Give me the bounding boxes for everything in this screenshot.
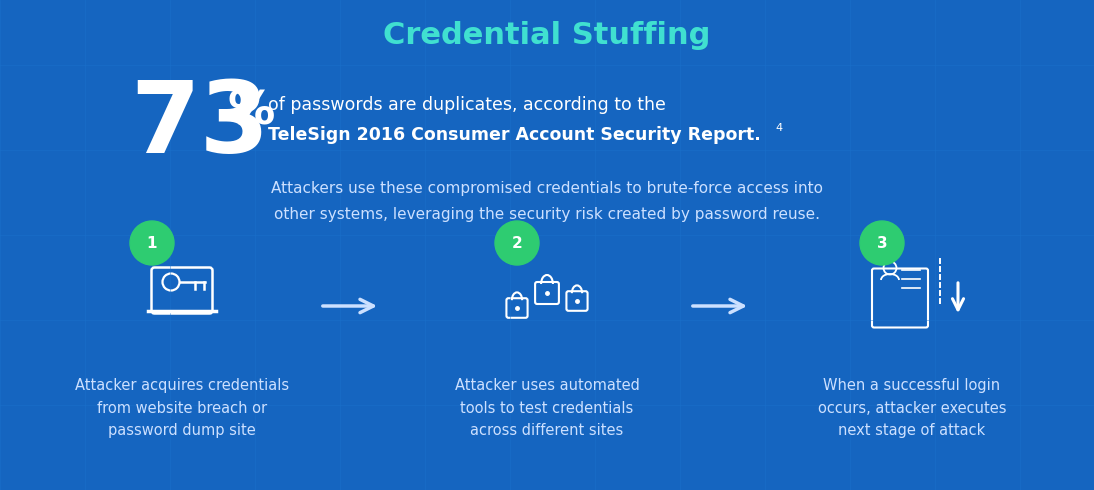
Circle shape bbox=[860, 221, 904, 265]
Text: TeleSign 2016 Consumer Account Security Report.: TeleSign 2016 Consumer Account Security … bbox=[268, 126, 760, 144]
Text: 3: 3 bbox=[876, 236, 887, 250]
Text: %: % bbox=[228, 90, 276, 134]
Text: When a successful login
occurs, attacker executes
next stage of attack: When a successful login occurs, attacker… bbox=[817, 378, 1006, 438]
Text: Attacker acquires credentials
from website breach or
password dump site: Attacker acquires credentials from websi… bbox=[74, 378, 289, 438]
Circle shape bbox=[494, 221, 539, 265]
Text: 2: 2 bbox=[512, 236, 522, 250]
Text: Credential Stuffing: Credential Stuffing bbox=[383, 21, 711, 49]
Text: 73: 73 bbox=[130, 76, 269, 173]
Text: of passwords are duplicates, according to the: of passwords are duplicates, according t… bbox=[268, 96, 666, 114]
Text: Attacker uses automated
tools to test credentials
across different sites: Attacker uses automated tools to test cr… bbox=[455, 378, 639, 438]
Text: 4: 4 bbox=[775, 123, 782, 133]
Text: other systems, leveraging the security risk created by password reuse.: other systems, leveraging the security r… bbox=[274, 206, 820, 221]
Text: Attackers use these compromised credentials to brute-force access into: Attackers use these compromised credenti… bbox=[271, 180, 823, 196]
Circle shape bbox=[130, 221, 174, 265]
Text: 1: 1 bbox=[147, 236, 158, 250]
